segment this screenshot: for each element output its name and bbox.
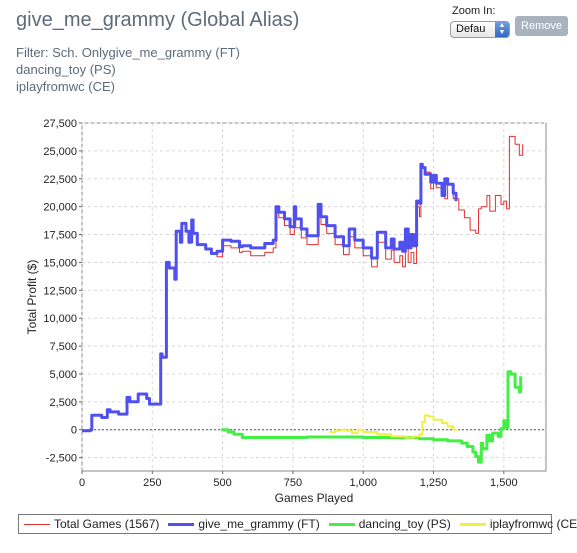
- y-tick-label: 17,500: [43, 230, 77, 242]
- legend-item: dancing_toy (PS): [328, 517, 451, 531]
- y-tick-label: 7,500: [49, 341, 77, 353]
- x-tick-label: 750: [284, 477, 302, 489]
- legend-label: give_me_grammy (FT): [198, 517, 320, 531]
- x-tick-label: 0: [79, 477, 85, 489]
- series-line-iplayfromwc: [329, 414, 457, 439]
- x-tick-label: 1,250: [420, 477, 448, 489]
- chevron-updown-icon: ▲ ▼: [495, 22, 509, 37]
- zoom-label: Zoom In:: [452, 5, 496, 17]
- grid-lines: [81, 122, 546, 471]
- x-axis-title: Games Played: [275, 491, 354, 505]
- y-tick-label: 0: [71, 425, 77, 437]
- legend-item: Total Games (1567): [24, 517, 159, 531]
- legend-label: iplayfromwc (CE): [489, 517, 577, 531]
- y-tick-label: 20,000: [43, 202, 77, 214]
- y-tick-label: 10,000: [43, 313, 77, 325]
- series-layer: [82, 135, 524, 464]
- legend-swatch: [328, 522, 355, 526]
- legend-label: dancing_toy (PS): [358, 517, 451, 531]
- remove-button[interactable]: Remove: [515, 16, 568, 36]
- chart-legend: Total Games (1567) give_me_grammy (FT) d…: [18, 514, 577, 534]
- y-tick-label: 2,500: [49, 397, 77, 409]
- series-line-give_me_grammy: [82, 162, 458, 433]
- x-tick-label: 250: [143, 477, 161, 489]
- legend-item: give_me_grammy (FT): [168, 517, 320, 531]
- filter-description: Filter: Sch. Onlygive_me_grammy (FT) dan…: [16, 44, 240, 95]
- y-tick-label: -2,500: [46, 453, 77, 465]
- legend-item: iplayfromwc (CE): [459, 517, 577, 531]
- x-tick-label: 500: [213, 477, 231, 489]
- x-tick-label: 1,000: [349, 477, 377, 489]
- plot-area: [81, 122, 547, 472]
- y-tick-label: 15,000: [43, 257, 77, 269]
- x-tick-label: 1,500: [490, 477, 518, 489]
- legend-swatch: [24, 523, 50, 525]
- zoom-select[interactable]: Defau ▲ ▼: [450, 21, 510, 38]
- legend-swatch: [168, 522, 195, 526]
- legend-label: Total Games (1567): [54, 517, 160, 531]
- page-title: give_me_grammy (Global Alias): [16, 9, 300, 31]
- y-tick-label: 27,500: [43, 118, 77, 130]
- axes: -2,50002,5005,0007,50010,00012,50015,000…: [43, 118, 517, 489]
- y-tick-label: 5,000: [49, 369, 77, 381]
- filter-line: Filter: Sch. Onlygive_me_grammy (FT): [16, 45, 240, 60]
- y-tick-label: 22,500: [43, 174, 77, 186]
- series-line-dancing_toy: [221, 370, 523, 464]
- legend-swatch: [459, 522, 486, 526]
- y-axis-title: Total Profit ($): [25, 260, 39, 335]
- y-tick-label: 25,000: [43, 146, 77, 158]
- zoom-select-value: Defau: [456, 23, 486, 35]
- profit-chart: -2,50002,5005,0007,50010,00012,50015,000…: [25, 118, 547, 505]
- filter-line: iplayfromwc (CE): [16, 79, 115, 94]
- y-tick-label: 12,500: [43, 285, 77, 297]
- filter-line: dancing_toy (PS): [16, 62, 116, 77]
